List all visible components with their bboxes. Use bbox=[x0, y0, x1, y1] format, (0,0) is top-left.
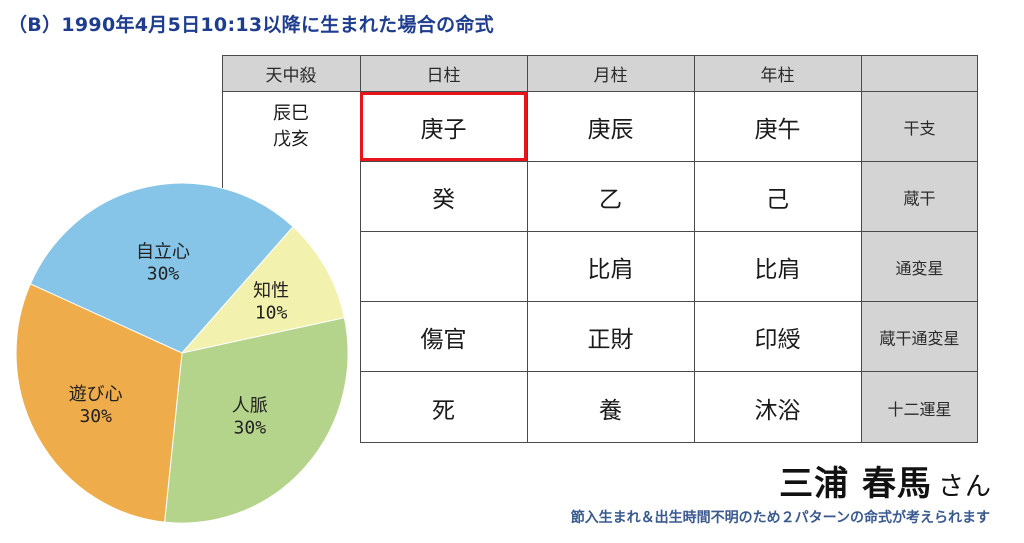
table-line bbox=[222, 91, 978, 92]
zoukan-tsuhensei-year: 印綬 bbox=[754, 327, 801, 353]
tenchusatsu-values: 辰巳 戊亥 bbox=[222, 92, 360, 162]
kanshi-day: 庚子 bbox=[420, 117, 467, 143]
table-line bbox=[527, 55, 528, 443]
juniunsei-day: 死 bbox=[432, 397, 455, 424]
zoukan-year: 己 bbox=[766, 187, 789, 213]
header-day-pillar: 日柱 bbox=[360, 55, 527, 92]
highlight-box-day-kanshi bbox=[360, 92, 527, 161]
header-label-column bbox=[861, 55, 978, 92]
tenchusatsu-value-2: 戊亥 bbox=[273, 129, 309, 150]
tsuhensei-month: 比肩 bbox=[587, 257, 634, 283]
table-line bbox=[360, 55, 361, 443]
table-line bbox=[222, 55, 223, 205]
pie-slice-label: 人脈 bbox=[232, 396, 268, 417]
header-month-pillar: 月柱 bbox=[527, 55, 694, 92]
pie-slice bbox=[164, 317, 349, 524]
tsuhensei-day bbox=[360, 232, 527, 302]
header-year-pillar: 年柱 bbox=[694, 55, 861, 92]
table-line bbox=[977, 55, 978, 443]
zoukan-day: 癸 bbox=[432, 187, 455, 213]
table-line bbox=[360, 442, 978, 443]
page-title: （B）1990年4月5日10:13以降に生まれた場合の命式 bbox=[8, 14, 494, 36]
tenchusatsu-value-1: 辰巳 bbox=[273, 103, 309, 124]
pie-slice bbox=[15, 283, 183, 523]
zoukan-month: 乙 bbox=[599, 187, 622, 213]
person-name: 三浦 春馬 さん bbox=[779, 456, 992, 505]
pie-slice-percent: 30% bbox=[79, 406, 112, 427]
juniunsei-month: 養 bbox=[599, 397, 622, 424]
kanshi-year: 庚午 bbox=[754, 117, 801, 143]
zoukan-tsuhensei-month: 正財 bbox=[587, 327, 634, 353]
tsuhensei-year: 比肩 bbox=[754, 257, 801, 283]
pie-slice-label: 知性 bbox=[253, 280, 289, 301]
honorific: さん bbox=[937, 472, 992, 502]
meishiki-table: 天中殺 日柱 月柱 年柱 辰巳 戊亥 庚子 庚辰 庚午 干支 癸 乙 己 蔵干 … bbox=[222, 55, 978, 443]
row-label-tsuhensei: 通変星 bbox=[861, 232, 978, 302]
footnote: 節入生まれ＆出生時間不明のため２パターンの命式が考えられます bbox=[570, 510, 990, 526]
row-label-zoukan: 蔵干 bbox=[861, 162, 978, 232]
pie-slice-label: 遊び心 bbox=[69, 384, 123, 405]
pie-slice-percent: 30% bbox=[147, 264, 180, 285]
table-line bbox=[360, 301, 978, 302]
header-tenchusatsu: 天中殺 bbox=[222, 55, 360, 92]
table-line bbox=[861, 55, 862, 443]
table-line bbox=[694, 55, 695, 443]
person-name-text: 三浦 春馬 bbox=[779, 464, 932, 504]
pie-slice-label: 自立心 bbox=[136, 242, 190, 263]
row-label-zoukan-tsuhensei: 蔵干通変星 bbox=[861, 302, 978, 372]
table-line bbox=[222, 55, 978, 56]
table-line bbox=[360, 161, 978, 162]
row-label-kanshi: 干支 bbox=[861, 92, 978, 162]
juniunsei-year: 沐浴 bbox=[754, 397, 801, 424]
pie-slice-percent: 30% bbox=[234, 418, 267, 439]
table-line bbox=[360, 371, 978, 372]
pie-slice-percent: 10% bbox=[255, 302, 288, 323]
pie-slice bbox=[180, 225, 345, 354]
pie-slice bbox=[29, 182, 294, 354]
row-label-juniunsei: 十二運星 bbox=[861, 372, 978, 443]
kanshi-month: 庚辰 bbox=[587, 117, 634, 143]
zoukan-tsuhensei-day: 傷官 bbox=[420, 327, 467, 353]
table-line bbox=[360, 231, 978, 232]
